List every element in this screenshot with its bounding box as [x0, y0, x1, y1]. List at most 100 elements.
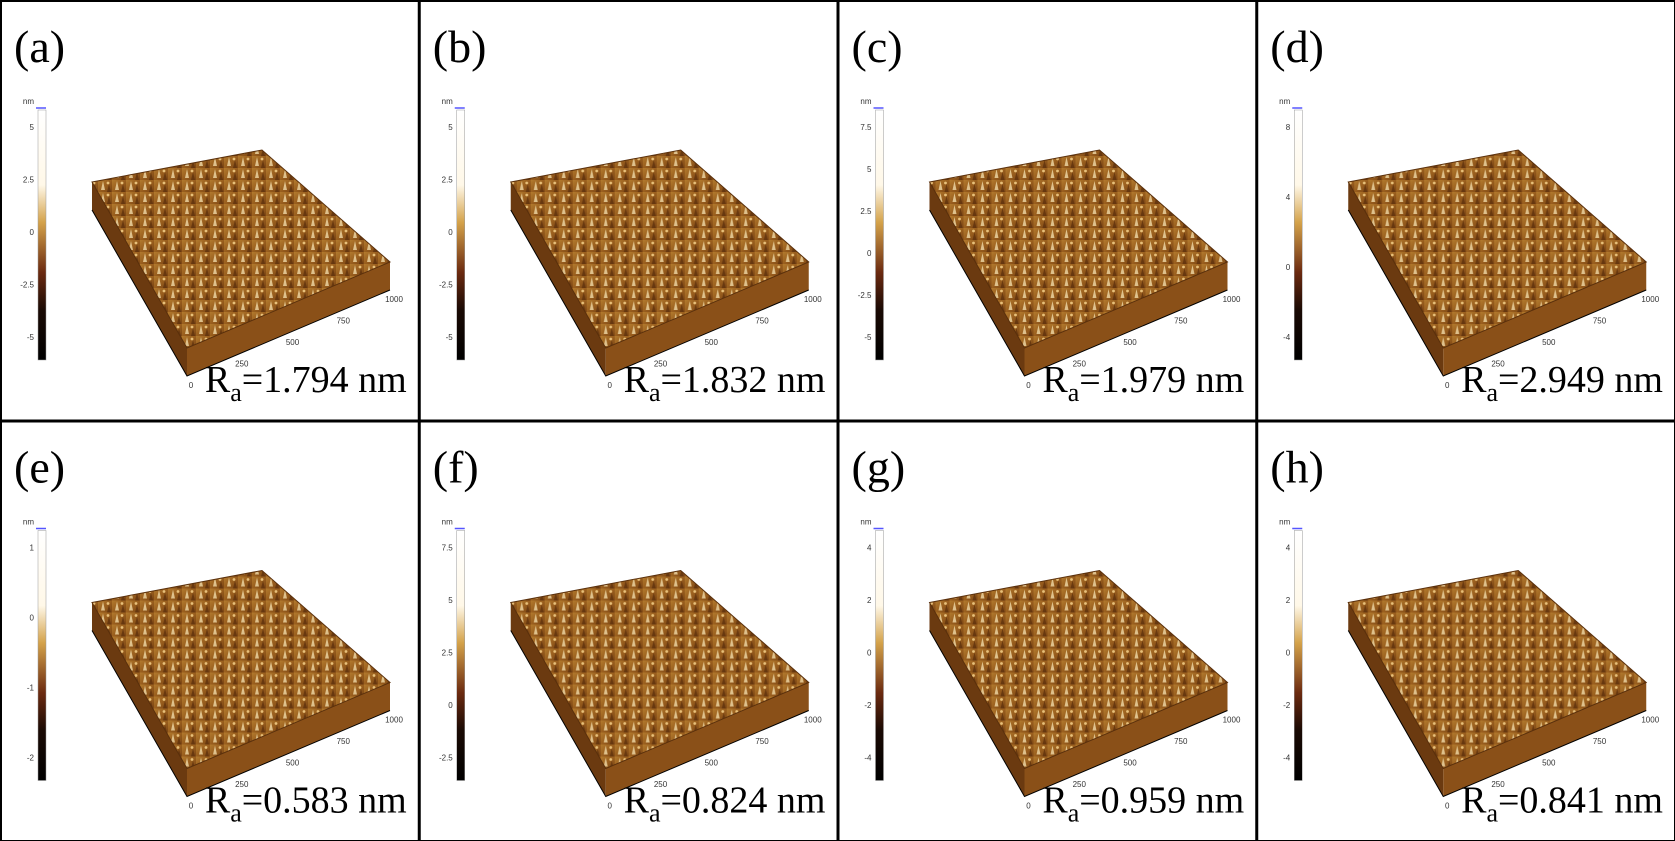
surface-tick-label: 0: [1445, 381, 1450, 390]
surface-tick-label: 750: [1174, 737, 1188, 746]
panel: (b) nm 5 2.5 0 -2.5 -5 0 250 500 750 1000 Ra=1.832 n…: [418, 0, 839, 422]
ra-symbol: R: [624, 780, 650, 822]
surface-tick-label: 0: [189, 381, 194, 390]
surface-tick-label: 1000: [1223, 716, 1241, 725]
surface-axis: [1347, 630, 1647, 798]
colorbar-tick-label: -2: [1283, 701, 1291, 710]
afm-surface: [509, 149, 810, 349]
surface-axis: [1347, 209, 1647, 377]
surface-wall: [92, 182, 187, 376]
afm-surface: [91, 569, 391, 770]
colorbar: [1294, 530, 1303, 781]
ra-symbol: R: [624, 359, 650, 401]
colorbar-unit: nm: [23, 97, 34, 106]
surface-axis: [510, 209, 809, 377]
colorbar-tick-label: 4: [867, 544, 872, 553]
surface-tick-label: 250: [1491, 780, 1505, 789]
colorbar: [456, 530, 465, 781]
colorbar-tick-label: 2.5: [23, 176, 35, 185]
surface-tick-label: 0: [1445, 802, 1450, 811]
colorbar-unit: nm: [860, 97, 871, 106]
panel: (e) nm 1 0 -1 -2 0 250 500 750 1000 Ra=0.583 nm: [0, 420, 420, 841]
panel: (c) nm 7.5 5 2.5 0 -2.5 -5 0 250 500 750 1000 Ra=1.97…: [837, 0, 1258, 422]
afm-surface: [1347, 149, 1648, 349]
surface-wall: [1443, 262, 1647, 376]
colorbar-tick-label: -4: [864, 754, 872, 763]
roughness-label: Ra=0.824 nm: [624, 780, 826, 828]
colorbar: [37, 109, 47, 361]
colorbar-unit: nm: [23, 518, 34, 527]
surface-tick-label: 250: [1073, 780, 1087, 789]
colorbar-tick-label: -1: [27, 684, 35, 693]
surface-wall: [605, 262, 809, 376]
colorbar-tick-label: 2.5: [442, 176, 454, 185]
surface-tick-label: 500: [1123, 338, 1137, 347]
colorbar-tick-label: -2: [27, 754, 35, 763]
surface-wall: [1024, 262, 1228, 376]
panel: (f) nm 7.5 5 2.5 0 -2.5 0 250 500 750 1000 Ra=0.824 …: [418, 420, 839, 841]
colorbar-tick-label: 5: [867, 165, 872, 174]
colorbar-tick-label: 8: [1286, 123, 1291, 132]
surface-tick-label: 1000: [1641, 716, 1659, 725]
surface-wall: [510, 182, 606, 376]
surface-tick-label: 1000: [1223, 295, 1241, 304]
surface-axis: [929, 209, 1228, 377]
surface-tick-label: 250: [1491, 360, 1505, 369]
panel: (a) nm 5 2.5 0 -2.5 -5 0 250 500 750 1000 Ra=1.794 n…: [0, 0, 420, 422]
surface-axis: [91, 209, 391, 377]
surface-axis: [91, 630, 391, 798]
afm-surface: [928, 569, 1229, 770]
panel-label: (e): [14, 442, 65, 493]
roughness-label: Ra=2.949 nm: [1461, 359, 1663, 407]
colorbar-tick-label: 2: [867, 596, 872, 605]
surface-wall: [1024, 682, 1228, 797]
panel-label: (g): [852, 442, 906, 493]
surface-tick-label: 0: [608, 381, 613, 390]
afm-surface: [1347, 569, 1648, 770]
ra-symbol: R: [1042, 359, 1068, 401]
surface-tick-label: 750: [1593, 737, 1607, 746]
colorbar-tick-label: -5: [27, 333, 35, 342]
roughness-label: Ra=1.979 nm: [1042, 359, 1244, 407]
colorbar-unit: nm: [1279, 518, 1290, 527]
surface-tick-label: 250: [654, 360, 668, 369]
ra-subscript: a: [1486, 378, 1498, 407]
surface-tick-label: 750: [337, 737, 351, 746]
colorbar-tick-label: 2.5: [860, 207, 872, 216]
surface-tick-label: 750: [337, 317, 351, 326]
panel-border: [1256, 420, 1675, 841]
panel-label: (a): [14, 21, 65, 72]
colorbar: [37, 530, 47, 781]
surface-wall: [929, 602, 1025, 797]
surface-tick-label: 250: [235, 780, 249, 789]
ra-subscript: a: [230, 378, 242, 407]
surface-wall: [1443, 682, 1647, 797]
panel-label: (h): [1270, 442, 1324, 493]
panel-label: (c): [852, 21, 903, 72]
surface-tick-label: 500: [1542, 759, 1556, 768]
ra-subscript: a: [1068, 378, 1080, 407]
surface-wall: [1348, 602, 1444, 797]
ra-subscript: a: [649, 378, 661, 407]
roughness-label: Ra=0.583 nm: [205, 780, 407, 828]
afm-surface: [91, 149, 391, 349]
surface-wall: [92, 602, 187, 797]
colorbar-tick-label: 0: [30, 614, 35, 623]
surface-tick-label: 0: [1026, 802, 1031, 811]
colorbar-tick-label: 4: [1286, 193, 1291, 202]
surface-tick-label: 500: [705, 338, 719, 347]
ra-value: =1.979 nm: [1079, 359, 1244, 401]
colorbar-tick-label: 2.5: [442, 649, 454, 658]
panel: (h) nm 4 2 0 -2 -4 0 250 500 750 1000 Ra=0.841 nm: [1256, 420, 1675, 841]
ra-value: =2.949 nm: [1498, 359, 1663, 401]
colorbar-unit: nm: [442, 97, 453, 106]
surface-wall: [1348, 182, 1444, 376]
surface-tick-label: 250: [1073, 360, 1087, 369]
colorbar-tick-label: 0: [1286, 263, 1291, 272]
surface-tick-label: 250: [235, 360, 249, 369]
ra-value: =0.841 nm: [1498, 780, 1663, 822]
colorbar-tick-label: -2.5: [20, 281, 34, 290]
ra-value: =1.832 nm: [661, 359, 826, 401]
ra-value: =1.794 nm: [242, 359, 407, 401]
colorbar-tick-label: 5: [30, 123, 35, 132]
